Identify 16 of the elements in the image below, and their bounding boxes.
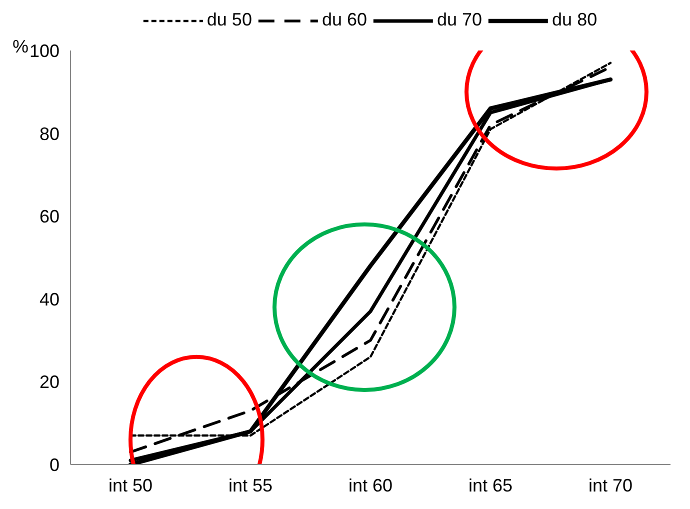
y-tick-label: 60 [39,206,60,227]
legend-label: du 60 [322,10,367,30]
y-tick-label: 0 [49,455,60,475]
y-axis-title: % [12,36,29,56]
x-tick-label: int 60 [348,476,393,496]
y-tick-label: 20 [39,372,60,392]
x-tick-label: int 50 [108,476,153,496]
y-tick-label: 80 [39,124,60,144]
x-tick-label: int 65 [468,476,513,496]
legend-label: du 70 [437,10,482,30]
x-tick-label: int 70 [588,476,633,496]
y-tick-label: 40 [39,289,60,310]
x-tick-label: int 55 [228,476,273,496]
legend-label: du 80 [552,10,598,30]
y-tick-label: 100 [29,41,60,61]
legend-label: du 50 [206,10,252,30]
